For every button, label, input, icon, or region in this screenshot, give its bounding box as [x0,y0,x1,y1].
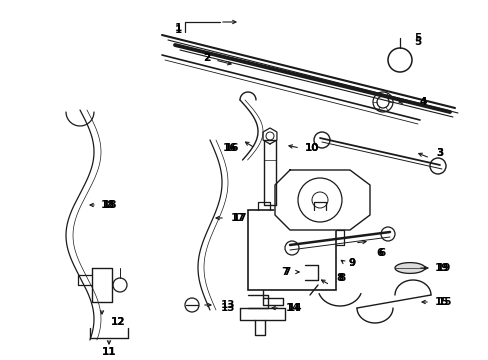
Text: 12: 12 [110,317,125,327]
Text: 12: 12 [110,317,125,327]
Text: 15: 15 [437,297,451,307]
Text: 7: 7 [281,267,288,277]
Text: 6: 6 [378,248,385,258]
Text: 18: 18 [102,200,117,210]
Text: 1: 1 [174,23,181,33]
Text: 3: 3 [435,148,443,158]
Text: 10: 10 [304,143,319,153]
Text: 17: 17 [232,213,247,223]
Text: 16: 16 [224,143,239,153]
Text: 17: 17 [230,213,245,223]
Polygon shape [394,262,424,273]
Text: 11: 11 [102,347,116,357]
Text: 13: 13 [220,303,235,313]
Text: 5: 5 [413,37,421,47]
Text: 7: 7 [283,267,290,277]
Text: 4: 4 [418,97,426,107]
Text: 18: 18 [101,200,115,210]
Text: 9: 9 [348,258,355,268]
Text: 9: 9 [348,258,355,268]
Bar [247,210,335,290]
Text: 14: 14 [285,303,300,313]
Text: 1: 1 [174,25,181,35]
Text: 11: 11 [102,347,116,357]
Text: 19: 19 [434,263,448,273]
Text: 19: 19 [436,263,450,273]
Text: 14: 14 [287,303,302,313]
Polygon shape [274,170,369,230]
Text: 15: 15 [434,297,448,307]
Text: 8: 8 [336,273,343,283]
Text: 10: 10 [304,143,319,153]
Text: 6: 6 [376,248,383,258]
Text: 16: 16 [223,143,237,153]
Text: 13: 13 [220,300,235,310]
Text: 3: 3 [435,148,443,158]
Text: 2: 2 [203,53,210,63]
Text: 8: 8 [338,273,345,283]
Text: 5: 5 [413,33,421,43]
Text: 4: 4 [418,97,426,107]
Text: 2: 2 [203,53,210,63]
